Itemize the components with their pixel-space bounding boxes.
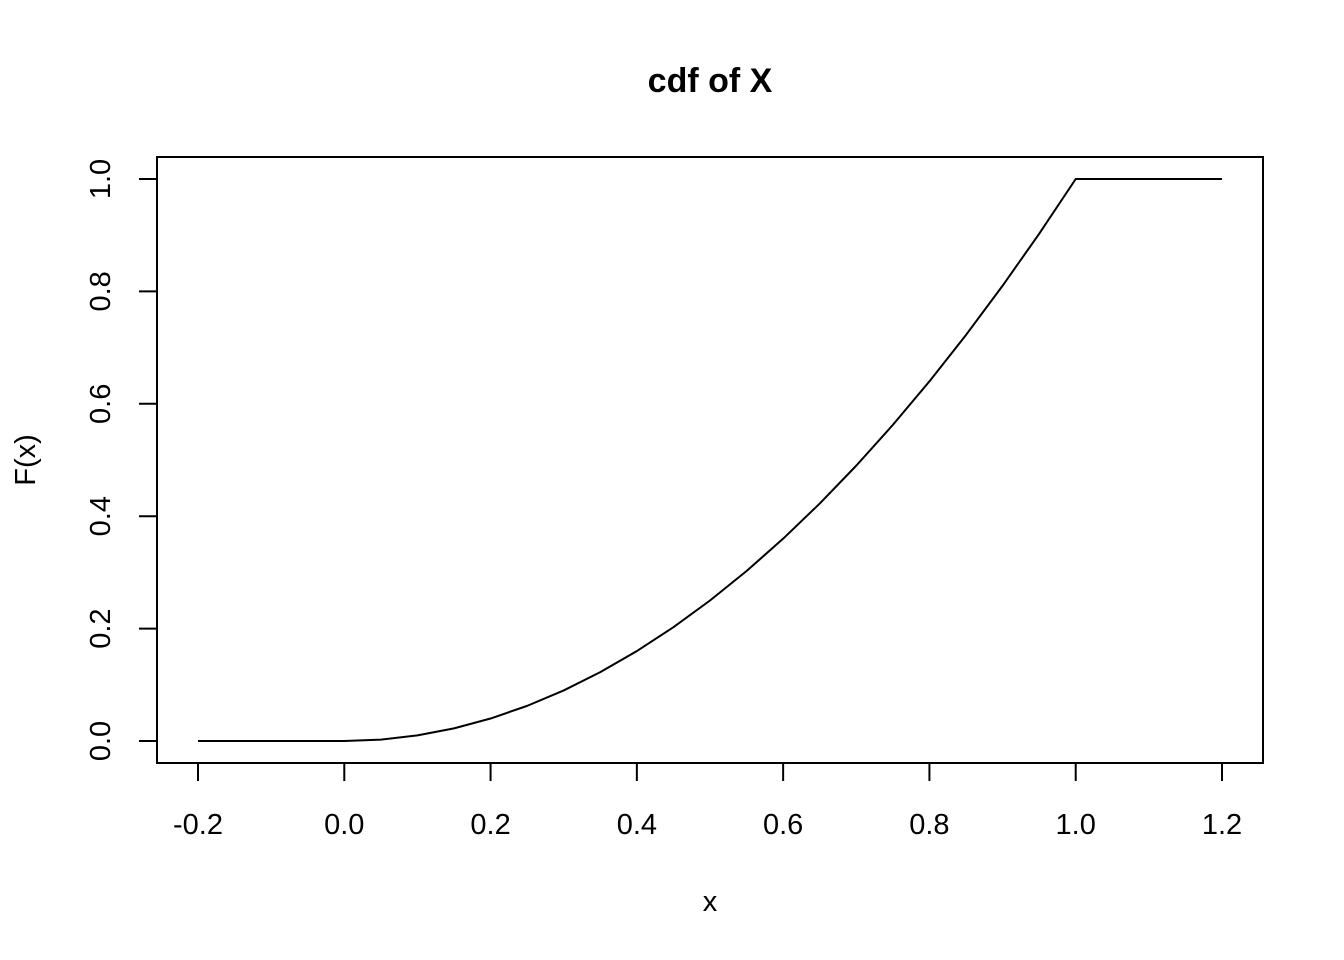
y-tick-label: 0.6: [85, 384, 117, 424]
x-tick-label: 1.0: [1056, 809, 1096, 841]
cdf-curve: [198, 178, 1222, 742]
y-axis: 0.0 0.2 0.4 0.6 0.8 1.0: [85, 159, 158, 761]
y-tick-label: 0.2: [85, 608, 117, 648]
x-tick-label: 0.2: [470, 809, 510, 841]
y-axis-label: F(x): [10, 434, 42, 486]
y-tick-label: 0.8: [85, 271, 117, 311]
x-tick-label: 0.8: [909, 809, 949, 841]
x-tick-label: 0.0: [324, 809, 364, 841]
y-tick-label: 0.4: [85, 496, 117, 536]
x-tick-label: 1.2: [1202, 809, 1242, 841]
y-tick-label: 0.0: [85, 721, 117, 761]
plot-frame: [156, 156, 1264, 764]
x-tick-label: 0.6: [763, 809, 803, 841]
x-tick-label: -0.2: [173, 809, 223, 841]
y-tick-label: 1.0: [85, 159, 117, 199]
x-axis: -0.2 0.0 0.2 0.4 0.6 0.8 1.0 1.2: [173, 762, 1242, 841]
x-tick-label: 0.4: [617, 809, 657, 841]
chart-title: cdf of X: [648, 62, 773, 100]
x-axis-label: x: [703, 886, 718, 918]
